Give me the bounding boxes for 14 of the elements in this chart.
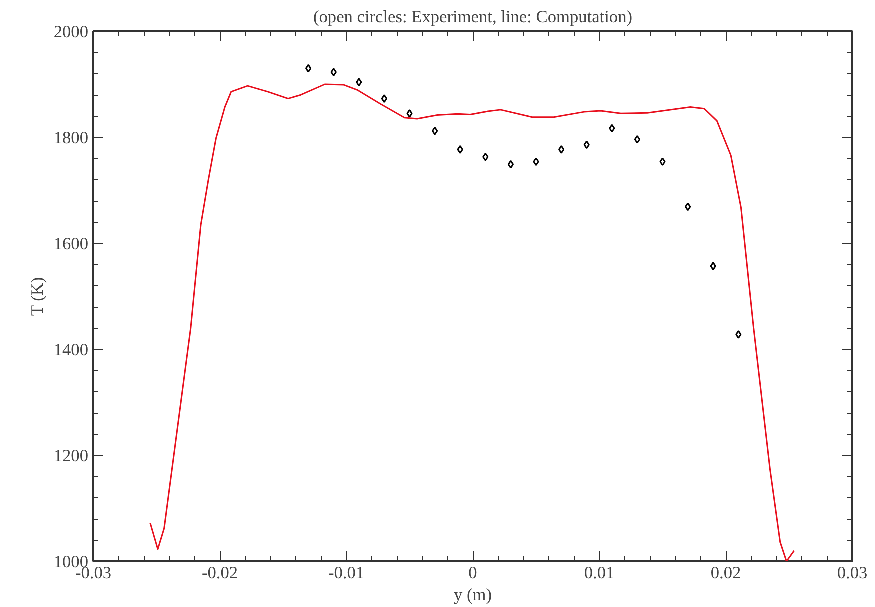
y-axis-title: T (K)	[28, 277, 47, 316]
x-tick-label: 0.01	[584, 564, 615, 582]
x-tick-label: -0.01	[328, 564, 365, 582]
y-tick-label: 1800	[54, 128, 88, 148]
x-tick-label: 0	[468, 564, 478, 582]
y-tick-label: 1200	[54, 446, 88, 466]
y-tick-label: 2000	[54, 22, 88, 42]
y-tick-label: 1400	[54, 340, 88, 360]
x-tick-label: 0.03	[837, 564, 868, 582]
x-tick-label: -0.02	[202, 564, 238, 582]
chart-title: (open circles: Experiment, line: Computation)	[313, 8, 633, 26]
x-tick-label: 0.02	[710, 564, 742, 582]
y-tick-label: 1600	[54, 234, 88, 254]
x-axis-title: y (m)	[454, 586, 492, 604]
